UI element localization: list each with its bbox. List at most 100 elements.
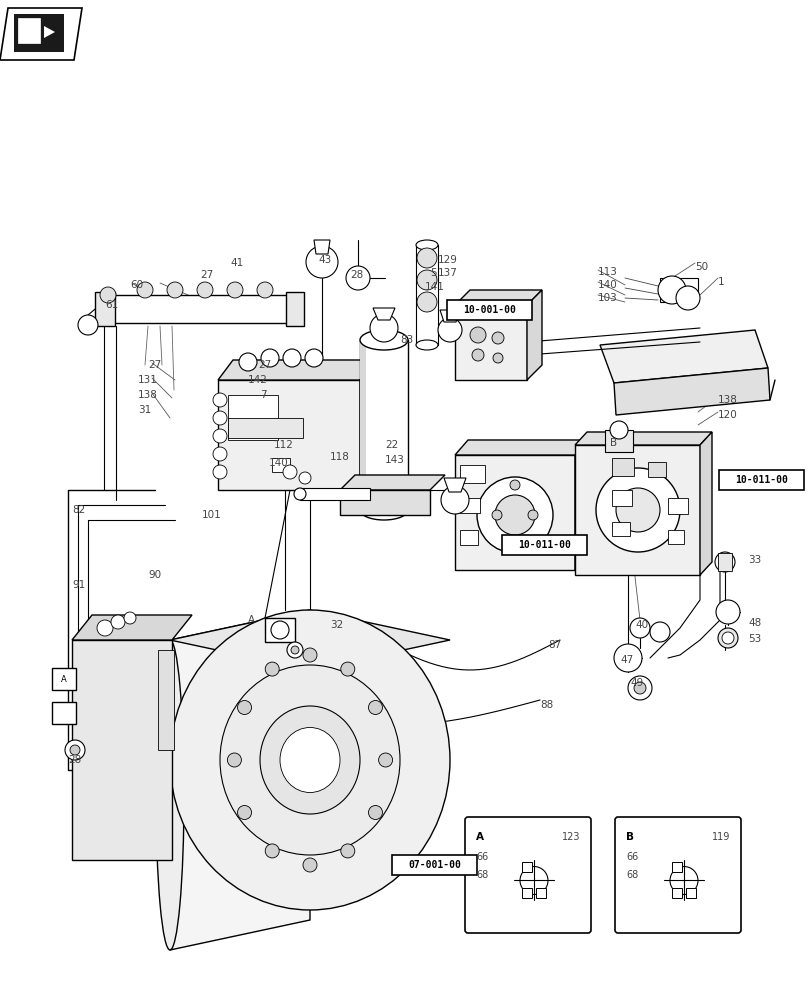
Circle shape: [470, 327, 486, 343]
Text: 101: 101: [202, 510, 221, 520]
Circle shape: [491, 510, 501, 520]
Circle shape: [629, 618, 649, 638]
Bar: [460, 465, 484, 483]
Circle shape: [298, 472, 311, 484]
Text: 123: 123: [561, 832, 579, 842]
Ellipse shape: [220, 665, 400, 855]
Text: 49: 49: [629, 678, 642, 688]
Bar: [604, 430, 633, 452]
Text: 61: 61: [105, 300, 118, 310]
Text: A: A: [247, 615, 255, 625]
Text: 28: 28: [350, 270, 363, 280]
Text: 66: 66: [625, 852, 637, 862]
Ellipse shape: [415, 240, 437, 250]
Circle shape: [78, 315, 98, 335]
Bar: [611, 458, 633, 476]
Polygon shape: [699, 432, 711, 575]
Circle shape: [595, 468, 679, 552]
Text: 47: 47: [620, 655, 633, 665]
Circle shape: [305, 349, 323, 367]
Bar: [264, 618, 294, 642]
Circle shape: [476, 477, 552, 553]
Text: 118: 118: [329, 452, 350, 462]
Text: 82: 82: [72, 505, 85, 515]
Text: 60: 60: [130, 280, 143, 290]
Circle shape: [492, 353, 502, 363]
Polygon shape: [169, 610, 449, 670]
Ellipse shape: [359, 500, 407, 520]
Text: 28: 28: [68, 755, 81, 765]
Text: 83: 83: [400, 335, 413, 345]
Text: 31: 31: [138, 405, 151, 415]
Text: 141: 141: [424, 282, 444, 292]
Bar: [228, 395, 277, 440]
Circle shape: [306, 246, 337, 278]
Text: 40: 40: [634, 620, 647, 630]
Circle shape: [437, 318, 461, 342]
Circle shape: [303, 648, 316, 662]
Text: 10-001-00: 10-001-00: [463, 305, 516, 315]
Text: 50: 50: [694, 262, 707, 272]
Bar: [685, 888, 695, 898]
Ellipse shape: [260, 706, 359, 814]
Circle shape: [721, 632, 733, 644]
Circle shape: [212, 447, 227, 461]
Bar: [454, 305, 526, 380]
Ellipse shape: [359, 330, 407, 350]
FancyBboxPatch shape: [465, 817, 590, 933]
Polygon shape: [444, 478, 466, 492]
Text: 10-011-00: 10-011-00: [735, 475, 787, 485]
Text: 119: 119: [710, 832, 729, 842]
Circle shape: [197, 282, 212, 298]
Bar: [272, 458, 290, 472]
Bar: [14, 14, 64, 52]
Text: 48: 48: [747, 618, 761, 628]
Text: 22: 22: [384, 440, 397, 450]
Text: 88: 88: [539, 700, 552, 710]
Circle shape: [471, 349, 483, 361]
Bar: [95, 292, 115, 326]
Circle shape: [227, 282, 242, 298]
Text: B: B: [625, 832, 633, 842]
Text: 10-011-00: 10-011-00: [518, 540, 571, 550]
Polygon shape: [340, 475, 444, 490]
Text: 137: 137: [437, 268, 457, 278]
Circle shape: [124, 612, 135, 624]
Text: 7: 7: [260, 390, 266, 400]
Polygon shape: [526, 290, 541, 380]
Circle shape: [227, 753, 241, 767]
Text: 33: 33: [747, 555, 761, 565]
Text: 103: 103: [597, 293, 617, 303]
Circle shape: [717, 628, 737, 648]
Circle shape: [345, 266, 370, 290]
Circle shape: [417, 292, 436, 312]
Circle shape: [495, 495, 534, 535]
Ellipse shape: [415, 340, 437, 350]
Polygon shape: [72, 615, 191, 640]
Circle shape: [97, 620, 113, 636]
Text: 129: 129: [437, 255, 457, 265]
Polygon shape: [454, 290, 541, 305]
Bar: [392, 855, 477, 875]
Bar: [717, 553, 731, 571]
Circle shape: [368, 700, 382, 714]
Bar: [340, 490, 430, 515]
Bar: [535, 888, 545, 898]
Circle shape: [271, 621, 289, 639]
Circle shape: [613, 644, 642, 672]
Text: 27: 27: [258, 360, 271, 370]
Bar: [100, 295, 290, 323]
Bar: [611, 522, 629, 536]
Text: 27: 27: [200, 270, 213, 280]
Text: 66: 66: [475, 852, 487, 862]
Ellipse shape: [169, 610, 449, 910]
Polygon shape: [372, 308, 394, 320]
Circle shape: [70, 745, 80, 755]
Circle shape: [627, 676, 651, 700]
Polygon shape: [217, 360, 375, 380]
Bar: [415, 245, 437, 345]
Circle shape: [286, 642, 303, 658]
Text: 138: 138: [717, 395, 737, 405]
Polygon shape: [314, 240, 329, 254]
Bar: [460, 498, 479, 513]
